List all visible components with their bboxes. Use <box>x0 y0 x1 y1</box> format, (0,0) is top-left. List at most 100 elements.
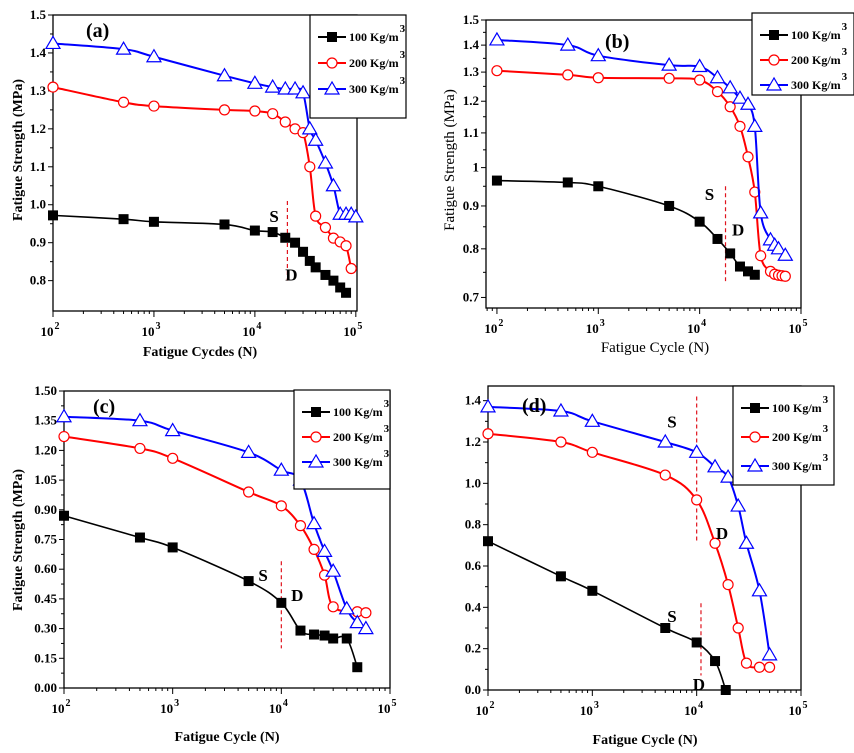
legend-exponent: 3 <box>842 21 848 33</box>
data-point-circle <box>779 270 791 282</box>
data-point-circle <box>562 69 574 81</box>
x-tick-label: 105 <box>789 700 808 718</box>
x-tick-label: 103 <box>160 698 179 716</box>
legend-marker-square <box>769 30 779 40</box>
legend-marker-circle <box>326 57 338 69</box>
data-point-square <box>660 623 671 633</box>
legend-exponent: 3 <box>823 394 829 406</box>
y-tick-label: 0.0 <box>465 682 481 697</box>
data-point-triangle <box>730 497 747 512</box>
data-point-square <box>352 662 363 673</box>
data-point-circle <box>148 100 160 112</box>
y-tick-label: 1.05 <box>34 472 57 487</box>
data-point-square <box>310 262 321 273</box>
data-point-triangle <box>479 398 497 413</box>
y-tick-label: 1.2 <box>30 121 46 136</box>
data-point-square <box>304 255 315 266</box>
data-point-square <box>219 219 230 230</box>
plot-frame <box>485 19 802 309</box>
data-point-square <box>267 227 278 238</box>
x-tick-label: 102 <box>52 698 71 716</box>
data-point-triangle <box>164 422 181 437</box>
data-point-triangle <box>338 600 355 615</box>
data-point-triangle <box>307 132 324 146</box>
x-tick-label: 102 <box>484 318 503 336</box>
data-point-triangle <box>287 80 304 95</box>
panel-c-label: (c) <box>93 396 115 418</box>
data-point-triangle <box>347 208 364 223</box>
data-point-circle <box>58 430 70 443</box>
data-point-square <box>320 269 331 280</box>
y-tick-label: 0.00 <box>34 680 57 695</box>
y-tick-label: 0.45 <box>34 591 57 606</box>
y-tick-label: 1.20 <box>34 442 57 457</box>
y-tick-label: 1.4 <box>465 393 482 408</box>
legend-exponent: 3 <box>384 448 390 460</box>
legend-exponent: 3 <box>823 452 829 464</box>
x-tick-exponent: 5 <box>803 700 808 711</box>
x-tick-label: 103 <box>141 321 160 339</box>
x-tick-exponent: 4 <box>283 698 288 709</box>
panel-d: 102 103 104 105 0.0 0.2 0.4 0.6 0.8 1.0 1.2 1.4 S D S D… <box>465 385 835 748</box>
legend-marker-circle <box>310 431 322 443</box>
legend-exponent: 3 <box>400 75 406 87</box>
data-point-circle <box>732 622 744 634</box>
y-tick-label: 0.7 <box>463 289 480 304</box>
x-tick-exponent: 2 <box>66 698 71 709</box>
data-point-triangle <box>325 562 342 577</box>
annotation-s: S <box>667 607 676 626</box>
panel-b-axes: 102 103 104 1050.70.80.911.11.21.31.41.5SD1… <box>463 12 854 336</box>
data-point-square <box>276 597 287 608</box>
data-point-triangle <box>264 78 281 93</box>
data-point-square <box>491 175 502 186</box>
data-point-triangle <box>590 47 607 62</box>
data-point-triangle <box>115 40 132 55</box>
legend-marker-triangle <box>323 80 341 95</box>
annotation-s: S <box>269 207 278 226</box>
data-point-circle <box>711 86 724 98</box>
data-point-square <box>335 282 346 293</box>
legend-exponent: 3 <box>823 423 829 435</box>
legend-exponent: 3 <box>400 49 406 61</box>
panel-a: 102 103 104 1050.80.91.01.11.21.31.41.5SD10… <box>11 7 407 360</box>
legend-exponent: 3 <box>842 46 848 58</box>
y-tick-label: 0.8 <box>30 273 47 288</box>
data-point-circle <box>734 120 746 132</box>
data-point-circle <box>753 661 766 673</box>
x-tick-label: 105 <box>378 698 397 716</box>
data-point-triangle <box>277 80 294 95</box>
x-tick-label: 102 <box>476 700 495 718</box>
x-tick-exponent: 4 <box>256 321 261 332</box>
data-point-circle <box>117 96 130 108</box>
legend-marker-triangle <box>746 457 764 472</box>
plot-frame <box>52 14 358 312</box>
data-point-triangle <box>720 468 737 483</box>
y-tick-label: 0.90 <box>34 502 57 517</box>
panel-b: 102 103 104 1050.70.80.911.11.21.31.41.5SD1… <box>442 12 854 356</box>
y-tick-label: 0.60 <box>34 561 57 576</box>
panel-c: 102 103 104 105 0.00 0.15 0.30 0.45 0.60 0.75 0.90… <box>11 383 397 745</box>
data-point-square <box>694 216 705 227</box>
data-point-square <box>587 585 598 596</box>
x-tick-exponent: 5 <box>357 321 362 332</box>
legend-box <box>293 389 391 490</box>
y-tick-label: 0.8 <box>463 241 480 256</box>
y-tick-label: 0.30 <box>34 621 57 636</box>
legend-marker-triangle <box>307 453 325 468</box>
y-tick-label: 1.4 <box>30 45 47 60</box>
data-point-square <box>562 177 573 188</box>
data-point-triangle <box>131 412 148 427</box>
x-tick-exponent: 2 <box>498 318 503 329</box>
y-tick-label: 1.1 <box>463 125 479 140</box>
data-point-square <box>249 225 260 236</box>
data-point-square <box>664 200 675 211</box>
legend-marker-circle <box>749 431 761 443</box>
data-point-square <box>59 510 69 521</box>
data-point-circle <box>340 240 352 252</box>
data-point-square <box>483 536 493 547</box>
data-point-square <box>48 210 58 221</box>
legend-exponent: 3 <box>400 23 406 35</box>
data-point-triangle <box>301 120 318 135</box>
data-point-triangle <box>731 90 749 104</box>
data-point-triangle <box>246 75 263 89</box>
